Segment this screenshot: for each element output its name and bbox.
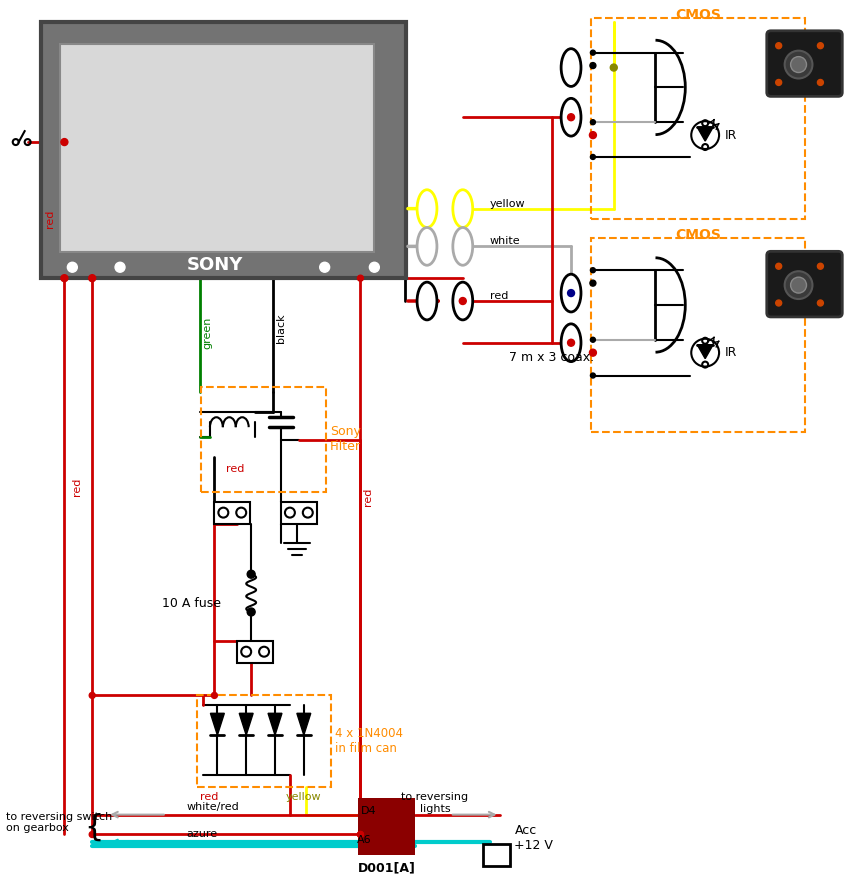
Circle shape <box>589 131 597 138</box>
Circle shape <box>590 63 596 68</box>
Ellipse shape <box>561 324 581 361</box>
Circle shape <box>247 570 255 578</box>
Circle shape <box>357 831 363 837</box>
Circle shape <box>610 64 617 71</box>
Circle shape <box>591 337 595 342</box>
Circle shape <box>791 57 806 73</box>
FancyBboxPatch shape <box>767 31 842 96</box>
Text: white: white <box>490 236 520 247</box>
Circle shape <box>785 51 812 79</box>
Text: red: red <box>73 478 82 496</box>
Circle shape <box>247 608 255 616</box>
Circle shape <box>61 275 68 282</box>
Text: yellow: yellow <box>490 199 525 208</box>
Circle shape <box>357 275 363 281</box>
Circle shape <box>115 262 125 272</box>
Circle shape <box>775 80 781 86</box>
Circle shape <box>775 300 781 306</box>
Ellipse shape <box>561 274 581 312</box>
FancyBboxPatch shape <box>767 251 842 317</box>
Ellipse shape <box>453 282 473 320</box>
Circle shape <box>817 80 823 86</box>
Circle shape <box>817 300 823 306</box>
Text: to reversing
lights: to reversing lights <box>401 792 469 814</box>
Polygon shape <box>210 713 224 735</box>
Circle shape <box>591 268 595 273</box>
Ellipse shape <box>561 98 581 136</box>
Text: red: red <box>227 464 245 474</box>
Circle shape <box>591 120 595 124</box>
Text: SONY: SONY <box>187 256 244 274</box>
Ellipse shape <box>417 282 437 320</box>
Ellipse shape <box>453 190 473 228</box>
Bar <box>61 44 374 252</box>
Circle shape <box>817 43 823 49</box>
Circle shape <box>211 692 217 698</box>
Text: green: green <box>203 317 213 349</box>
Ellipse shape <box>417 190 437 228</box>
Circle shape <box>568 290 575 297</box>
Text: CMOS: CMOS <box>675 228 721 242</box>
Circle shape <box>775 43 781 49</box>
Circle shape <box>591 50 595 55</box>
Text: Sony
Filter: Sony Filter <box>330 425 361 453</box>
Circle shape <box>89 692 95 698</box>
Circle shape <box>89 275 96 282</box>
Circle shape <box>357 831 363 837</box>
Circle shape <box>785 271 812 299</box>
Text: yellow: yellow <box>286 792 321 802</box>
Circle shape <box>89 831 95 837</box>
Text: CMOS: CMOS <box>675 8 721 22</box>
Text: IR: IR <box>725 346 737 359</box>
Circle shape <box>320 262 330 272</box>
Ellipse shape <box>561 49 581 87</box>
Circle shape <box>589 349 597 356</box>
Text: D001[A]: D001[A] <box>358 862 416 875</box>
Text: Acc
+12 V: Acc +12 V <box>515 824 553 852</box>
Text: black: black <box>276 313 286 343</box>
Circle shape <box>591 373 595 378</box>
Polygon shape <box>297 713 310 735</box>
Bar <box>215 501 251 523</box>
Polygon shape <box>268 713 282 735</box>
Text: 4 x 1N4004
in film can: 4 x 1N4004 in film can <box>334 727 403 755</box>
Text: A6: A6 <box>357 836 371 845</box>
Circle shape <box>591 155 595 159</box>
Circle shape <box>568 340 575 346</box>
Text: red: red <box>44 209 55 228</box>
Circle shape <box>590 280 596 286</box>
Text: red: red <box>199 792 218 802</box>
FancyBboxPatch shape <box>40 22 406 278</box>
Polygon shape <box>697 345 713 359</box>
Bar <box>358 798 415 856</box>
Circle shape <box>369 262 380 272</box>
Circle shape <box>459 298 466 304</box>
Circle shape <box>68 262 77 272</box>
Text: {: { <box>85 813 103 842</box>
Text: red: red <box>490 291 508 301</box>
Bar <box>281 501 316 523</box>
Ellipse shape <box>417 228 437 265</box>
Circle shape <box>817 263 823 270</box>
Circle shape <box>61 138 68 145</box>
Text: 7 m x 3 coax.: 7 m x 3 coax. <box>510 351 594 364</box>
Circle shape <box>568 114 575 121</box>
Circle shape <box>791 277 806 293</box>
Circle shape <box>775 263 781 270</box>
Polygon shape <box>239 713 253 735</box>
Text: to reversing switch
on gearbox: to reversing switch on gearbox <box>6 812 112 833</box>
Bar <box>482 844 510 866</box>
Text: D4: D4 <box>361 806 376 816</box>
Text: white/red: white/red <box>186 802 239 812</box>
Text: azure: azure <box>186 830 218 839</box>
Text: IR: IR <box>725 129 737 142</box>
Polygon shape <box>697 127 713 141</box>
Bar <box>237 640 273 662</box>
Text: 10 A fuse: 10 A fuse <box>162 597 221 610</box>
Text: red: red <box>363 487 374 506</box>
Ellipse shape <box>453 228 473 265</box>
